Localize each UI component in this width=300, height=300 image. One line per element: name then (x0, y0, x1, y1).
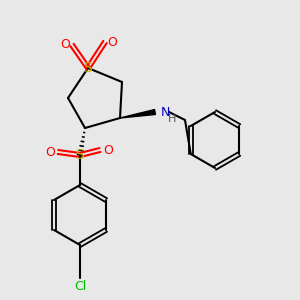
Text: O: O (60, 38, 70, 52)
Text: S: S (76, 148, 84, 162)
Text: O: O (107, 35, 117, 49)
Text: Cl: Cl (74, 280, 86, 292)
Text: H: H (168, 114, 176, 124)
Text: S: S (84, 61, 92, 75)
Text: O: O (45, 146, 55, 158)
Polygon shape (120, 110, 155, 118)
Text: O: O (103, 143, 113, 157)
Text: N: N (160, 106, 170, 118)
